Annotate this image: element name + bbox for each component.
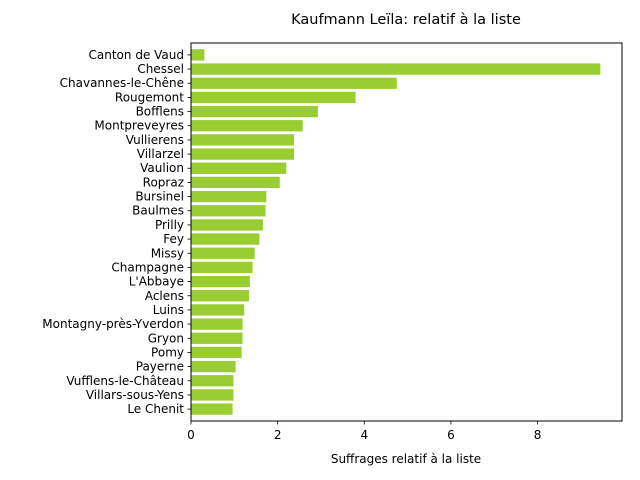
bar [191,233,260,245]
y-tick-label: Champagne [111,260,184,274]
y-tick-label: Gryon [148,331,184,345]
bar [191,290,250,302]
chart-title: Kaufmann Leïla: relatif à la liste [291,12,521,28]
bar [191,49,205,61]
plot-frame [190,42,623,422]
y-tick-label: Montpreveyres [94,119,184,133]
bar [191,63,601,75]
x-tick-label: 6 [447,428,455,442]
bar [191,148,295,160]
y-tick-label: Chessel [137,62,184,76]
bar [191,190,267,203]
y-tick-label: Vaulion [140,161,184,175]
bar [191,318,243,330]
y-tick-label: Montagny-près-Yverdon [42,317,184,331]
bar [191,261,253,274]
bar [191,77,397,89]
y-tick-label: Vullierens [126,133,184,147]
y-axis-ticks: Canton de VaudChesselChavannes-le-ChêneR… [42,48,191,416]
y-tick-label: Pomy [151,345,184,359]
bars [191,49,601,415]
y-tick-label: Prilly [155,218,184,232]
bar [191,304,245,316]
y-tick-label: Villars-sous-Yens [86,388,184,402]
y-tick-label: Chavannes-le-Chêne [60,76,184,90]
y-tick-label: Rougemont [115,90,184,104]
y-tick-label: Vufflens-le-Château [66,374,184,388]
x-axis-ticks: 0 2 4 6 8 [187,421,541,442]
y-tick-label: Luins [153,303,184,317]
bar [191,105,318,118]
bar [191,134,295,146]
y-tick-label: Aclens [145,289,184,303]
y-tick-label: Bofflens [136,105,184,119]
bar [191,162,287,174]
y-tick-label: Bursinel [135,190,184,204]
y-tick-label: L'Abbaye [129,275,184,289]
x-tick-label: 2 [274,428,282,442]
bar [191,247,255,259]
bar [191,120,303,132]
y-tick-label: Payerne [136,360,184,374]
bar [191,389,234,401]
bar [191,205,266,217]
x-tick-label: 0 [187,428,195,442]
bar [191,219,263,231]
y-tick-label: Le Chenit [127,402,184,416]
y-tick-label: Canton de Vaud [89,48,184,62]
y-tick-label: Villarzel [137,147,184,161]
bar [191,360,236,373]
y-tick-label: Baulmes [132,204,184,218]
bar [191,403,233,415]
y-tick-label: Missy [151,246,184,260]
bar [191,176,280,189]
bar [191,275,250,288]
bar [191,91,356,104]
bar [191,346,242,359]
bar [191,332,243,344]
y-tick-label: Fey [163,232,184,246]
bar [191,375,234,387]
x-tick-label: 4 [360,428,368,442]
x-tick-label: 8 [534,428,542,442]
y-tick-label: Ropraz [143,175,184,189]
x-axis-title: Suffrages relatif à la liste [331,452,481,466]
